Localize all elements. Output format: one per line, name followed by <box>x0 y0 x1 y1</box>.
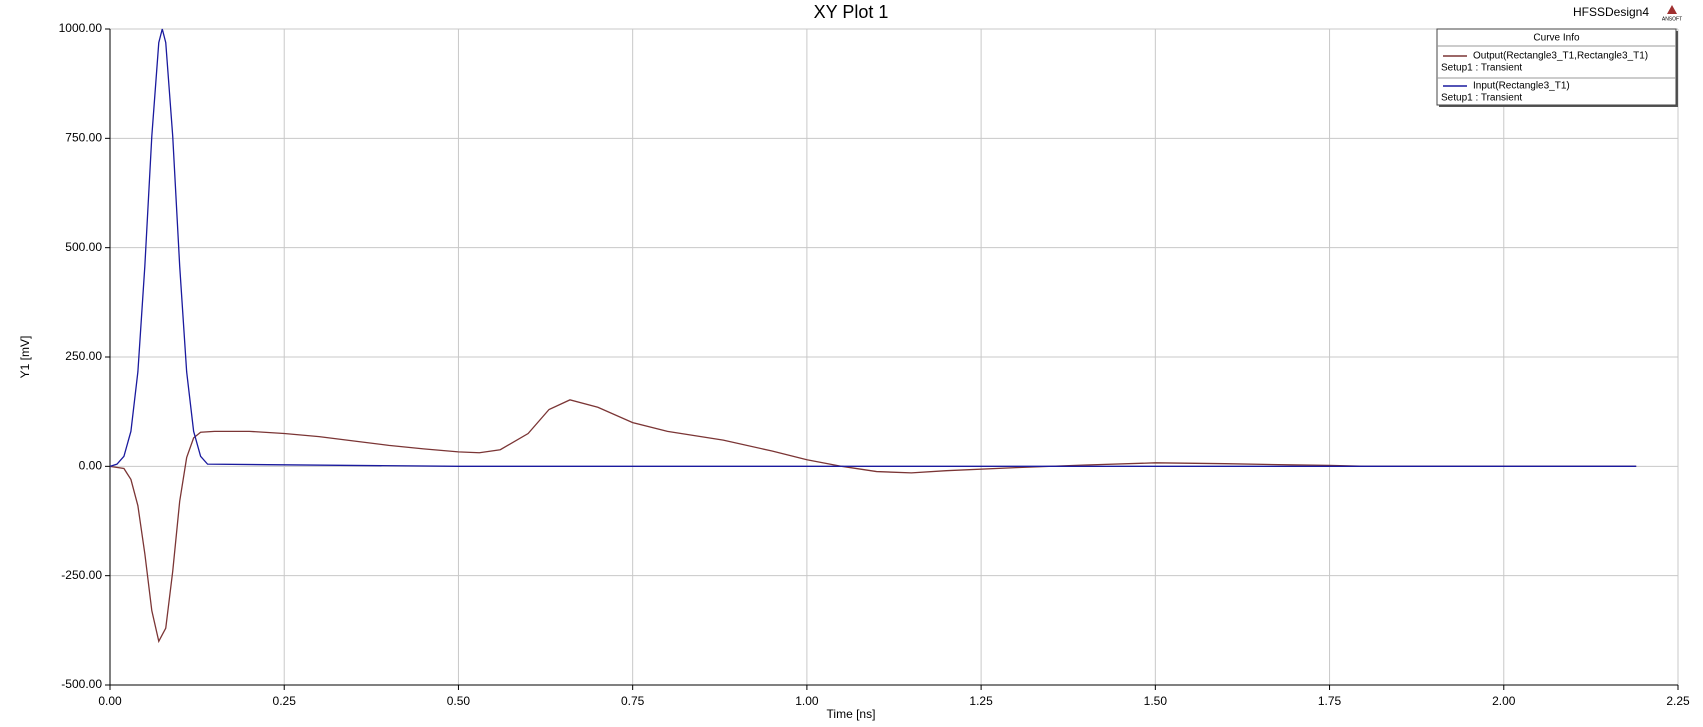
logo-text: ANSOFT <box>1662 16 1682 22</box>
legend-label: Input(Rectangle3_T1) <box>1473 81 1570 92</box>
x-tick-label: 1.75 <box>1318 694 1342 708</box>
y-axis-label: Y1 [mV] <box>18 336 32 379</box>
legend-frame <box>1436 28 1677 106</box>
x-tick-label: 1.25 <box>969 694 993 708</box>
logo-icon <box>1667 5 1677 14</box>
x-tick-label: 0.25 <box>273 694 297 708</box>
x-tick-label: 2.25 <box>1666 694 1690 708</box>
y-tick-label: 1000.00 <box>59 21 103 35</box>
x-axis-label: Time [ns] <box>827 707 876 721</box>
y-tick-label: 500.00 <box>65 240 102 254</box>
x-tick-label: 0.00 <box>98 694 122 708</box>
x-tick-label: 1.50 <box>1144 694 1168 708</box>
y-tick-label: -250.00 <box>61 568 102 582</box>
x-tick-label: 0.50 <box>447 694 471 708</box>
y-tick-label: 0.00 <box>79 459 103 473</box>
data-line <box>109 28 1637 467</box>
x-tick-label: 1.00 <box>795 694 819 708</box>
x-tick-label: 0.75 <box>621 694 645 708</box>
legend-title: Curve Info <box>1533 33 1580 44</box>
data-line <box>109 399 1637 644</box>
design-name: HFSSDesign4 <box>1573 5 1649 19</box>
legend-setup: Setup1 : Transient <box>1441 63 1522 74</box>
chart-title: XY Plot 1 <box>814 2 889 22</box>
x-tick-label: 2.00 <box>1492 694 1516 708</box>
legend-setup: Setup1 : Transient <box>1441 93 1522 104</box>
legend-label: Output(Rectangle3_T1,Rectangle3_T1) <box>1473 51 1648 62</box>
y-tick-label: 750.00 <box>65 131 102 145</box>
y-tick-label: -500.00 <box>61 677 102 691</box>
y-tick-label: 250.00 <box>65 349 102 363</box>
